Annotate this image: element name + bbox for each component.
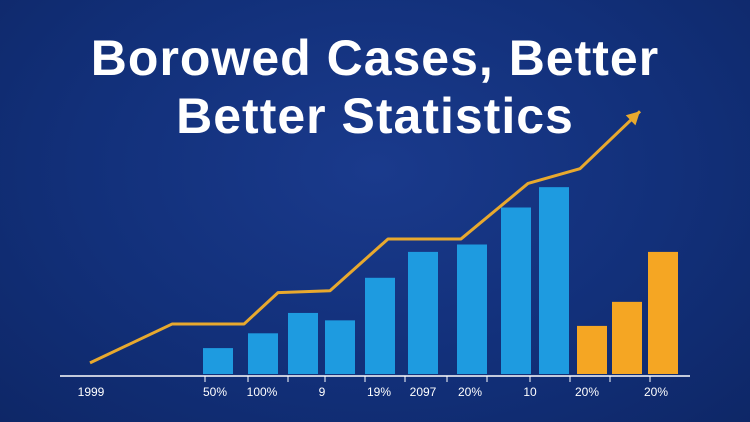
chart-title-line-2: Better Statistics bbox=[176, 88, 574, 144]
x-tick-labels: 1999 50% 100% 9 19% 2097 20% 10 20% 20% bbox=[78, 376, 668, 399]
bar-7 bbox=[457, 244, 487, 374]
x-tick-label: 9 bbox=[319, 385, 326, 399]
x-tick-label: 20% bbox=[644, 385, 668, 399]
bar-9 bbox=[539, 187, 569, 374]
x-tick-label: 20% bbox=[458, 385, 482, 399]
bar-8 bbox=[501, 207, 531, 374]
chart-title-line-1: Borowed Cases, Better bbox=[90, 30, 660, 86]
x-tick-label: 1999 bbox=[78, 385, 105, 399]
trend-line bbox=[89, 110, 642, 365]
trend-arrow-icon bbox=[625, 111, 640, 126]
bar-4 bbox=[325, 320, 355, 374]
bar-12 bbox=[648, 251, 678, 374]
bar-1 bbox=[203, 348, 233, 374]
trend-layer bbox=[89, 110, 642, 365]
x-tick-label: 50% bbox=[203, 385, 227, 399]
bar-11 bbox=[612, 301, 642, 374]
bar-2 bbox=[248, 333, 278, 374]
x-tick-label: 10 bbox=[523, 385, 537, 399]
x-tick-label: 19% bbox=[367, 385, 391, 399]
bars-layer bbox=[203, 187, 678, 374]
x-tick-label: 100% bbox=[247, 385, 278, 399]
x-tick-label: 20% bbox=[575, 385, 599, 399]
x-tick-label: 2097 bbox=[410, 385, 437, 399]
bar-10 bbox=[577, 325, 607, 374]
bar-5 bbox=[365, 277, 395, 374]
bar-6 bbox=[408, 251, 438, 374]
bar-3 bbox=[288, 312, 318, 374]
